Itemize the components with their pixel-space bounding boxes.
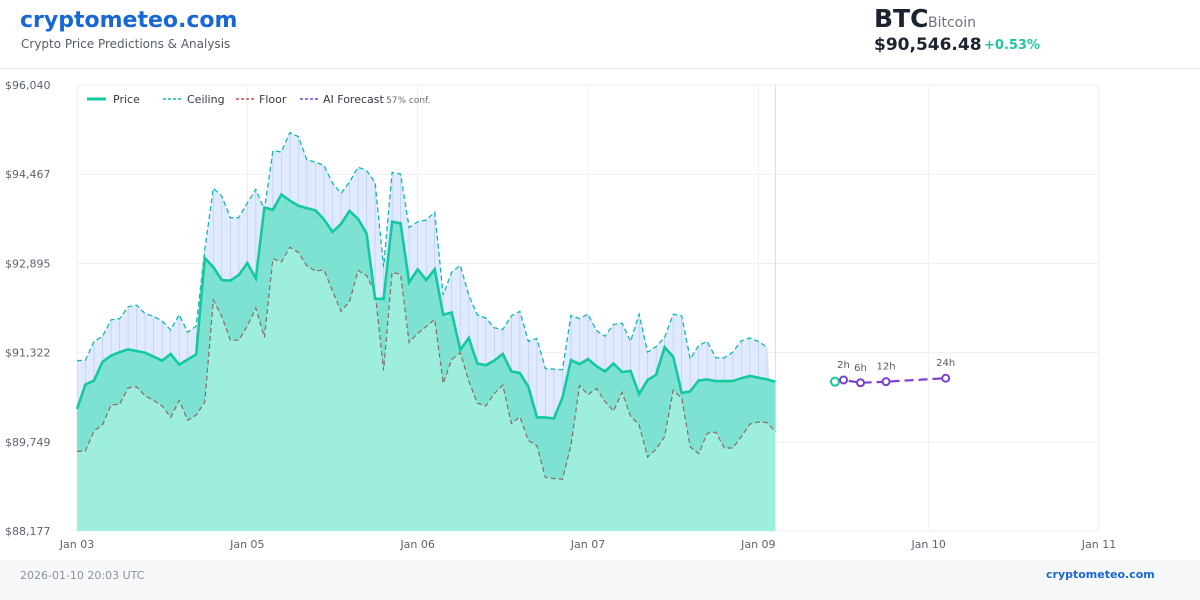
timestamp: 2026-01-10 20:03 UTC xyxy=(20,569,145,582)
price-chart: 2h 6h 12h 24h $96,040$94,467$92,895$91,322$… xyxy=(5,79,1116,551)
forecast-point xyxy=(881,377,891,387)
y-tick-label: $88,177 xyxy=(5,525,51,538)
ticker-symbol: BTC xyxy=(874,4,929,33)
price-change: +0.53% xyxy=(984,38,1040,53)
current-price: $90,546.48 xyxy=(874,35,982,55)
y-tick-label: $92,895 xyxy=(5,257,51,270)
chart-bands xyxy=(77,85,776,531)
x-tick-label: Jan 03 xyxy=(59,538,94,551)
legend-confidence: 57% conf. xyxy=(386,96,430,106)
y-tick-label: $94,467 xyxy=(5,168,51,181)
footer-brand-link[interactable]: cryptometeo.com xyxy=(1046,568,1155,581)
header: cryptometeo.com Crypto Price Predictions… xyxy=(0,0,1200,69)
forecast-point xyxy=(839,375,848,385)
forecast-point xyxy=(941,373,951,383)
forecast-label: 2h xyxy=(837,360,850,371)
legend-forecast[interactable]: AI Forecast xyxy=(323,93,384,106)
price-line xyxy=(75,192,776,420)
forecast-label: 24h xyxy=(936,358,955,369)
y-tick-label: $91,322 xyxy=(5,347,51,360)
x-tick-label: Jan 05 xyxy=(229,538,264,551)
x-tick-label: Jan 07 xyxy=(570,538,605,551)
y-tick-label: $89,749 xyxy=(5,436,51,449)
forecast-point xyxy=(856,378,866,388)
footer: 2026-01-10 20:03 UTC cryptometeo.com xyxy=(0,560,1200,600)
x-tick-label: Jan 09 xyxy=(740,538,775,551)
x-tick-label: Jan 10 xyxy=(910,538,945,551)
x-tick-label: Jan 11 xyxy=(1081,538,1116,551)
forecast-label: 12h xyxy=(877,362,896,373)
tagline: Crypto Price Predictions & Analysis xyxy=(21,37,231,51)
legend-floor[interactable]: Floor xyxy=(259,93,287,106)
legend-ceiling[interactable]: Ceiling xyxy=(187,93,225,106)
x-tick-label: Jan 06 xyxy=(399,538,434,551)
brand-link[interactable]: cryptometeo.com xyxy=(20,8,238,33)
chart-legend: Price Ceiling Floor AI Forecast 57% conf… xyxy=(87,93,430,106)
floor-area xyxy=(77,247,776,531)
floor-line xyxy=(76,246,776,480)
chart-lines: 2h 6h 12h 24h xyxy=(75,131,955,480)
chart-ticks: $96,040 $94,467 $92,895 $91,322 $89,749 $88,1… xyxy=(5,79,1116,551)
forecast-start-point xyxy=(829,376,840,387)
legend-price[interactable]: Price xyxy=(113,93,140,106)
forecast-label: 6h xyxy=(854,363,867,374)
y-tick-label: $96,040 xyxy=(5,79,51,92)
ceiling-line xyxy=(76,131,768,371)
coin-name: Bitcoin xyxy=(928,15,977,31)
